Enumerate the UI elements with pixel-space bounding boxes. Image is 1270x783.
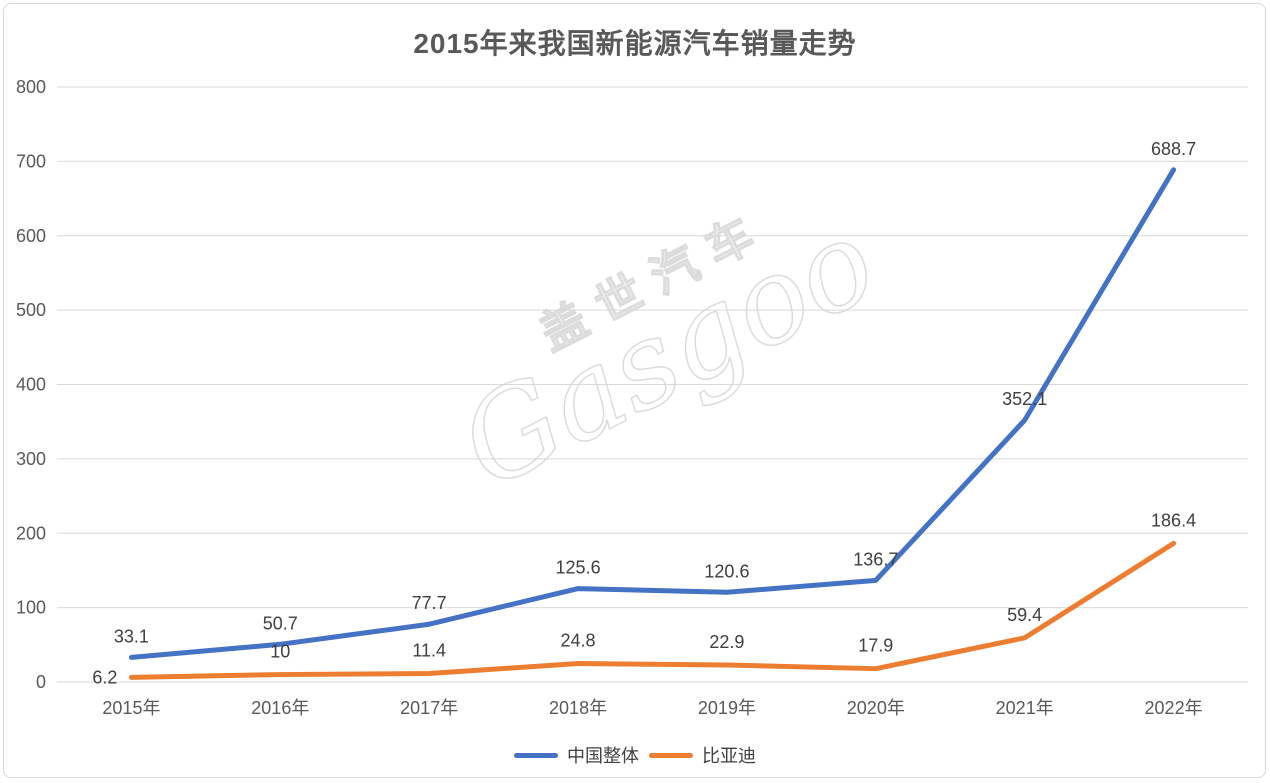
- data-labels: 33.1 50.7 77.7 125.6 120.6 136.7 352.1 688.7 6.2…: [92, 139, 1196, 688]
- x-tick-label: 2022年: [1145, 698, 1203, 718]
- x-tick-label: 2018年: [549, 698, 607, 718]
- y-tick-label: 200: [16, 523, 46, 543]
- gridlines: [57, 86, 1248, 683]
- legend-label-byd: 比亚迪: [702, 746, 756, 766]
- series-line-1: [128, 540, 1177, 680]
- data-label: 6.2: [92, 667, 117, 687]
- data-label: 59.4: [1007, 605, 1042, 625]
- x-tick-label: 2016年: [251, 698, 309, 718]
- y-tick-label: 0: [36, 672, 46, 692]
- x-tick-label: 2021年: [996, 698, 1054, 718]
- data-label: 688.7: [1151, 139, 1196, 159]
- legend-label-china-total: 中国整体: [567, 746, 639, 766]
- data-label: 352.1: [1002, 389, 1047, 409]
- legend-item-china-total: 中国整体: [514, 742, 639, 768]
- x-tick-label: 2020年: [847, 698, 905, 718]
- data-label: 10: [270, 642, 290, 662]
- y-tick-label: 600: [16, 226, 46, 246]
- legend-item-byd: 比亚迪: [649, 742, 756, 768]
- series-lines: [128, 167, 1177, 680]
- data-label: 11.4: [412, 641, 446, 661]
- legend-swatch-byd: [649, 752, 693, 758]
- x-tick-label: 2017年: [400, 698, 458, 718]
- data-label: 22.9: [709, 632, 744, 652]
- data-label: 77.7: [412, 593, 447, 613]
- x-tick-label: 2019年: [698, 698, 756, 718]
- y-tick-label: 100: [16, 598, 46, 618]
- y-axis-tick-labels: 0 100 200 300 400 500 600 700 800: [16, 77, 46, 692]
- data-label: 125.6: [556, 558, 601, 578]
- y-tick-label: 500: [16, 300, 46, 320]
- data-label: 50.7: [263, 613, 298, 633]
- chart-title: 2015年来我国新能源汽车销量走势: [413, 28, 857, 59]
- x-tick-label: 2015年: [102, 698, 160, 718]
- chart-legend: 中国整体 比亚迪: [0, 742, 1270, 768]
- x-axis-tick-labels: 2015年 2016年 2017年 2018年 2019年 2020年 2021年 2022年: [102, 698, 1202, 718]
- legend-swatch-china-total: [514, 752, 558, 758]
- y-tick-label: 400: [16, 375, 46, 395]
- data-label: 120.6: [704, 561, 749, 581]
- series-line-0: [128, 167, 1177, 660]
- y-tick-label: 700: [16, 151, 46, 171]
- data-label: 136.7: [853, 549, 898, 569]
- y-tick-label: 800: [16, 77, 46, 97]
- data-label: 17.9: [858, 636, 893, 656]
- data-label: 33.1: [114, 626, 149, 646]
- data-label: 186.4: [1151, 510, 1196, 530]
- data-label: 24.8: [561, 631, 596, 651]
- y-tick-label: 300: [16, 449, 46, 469]
